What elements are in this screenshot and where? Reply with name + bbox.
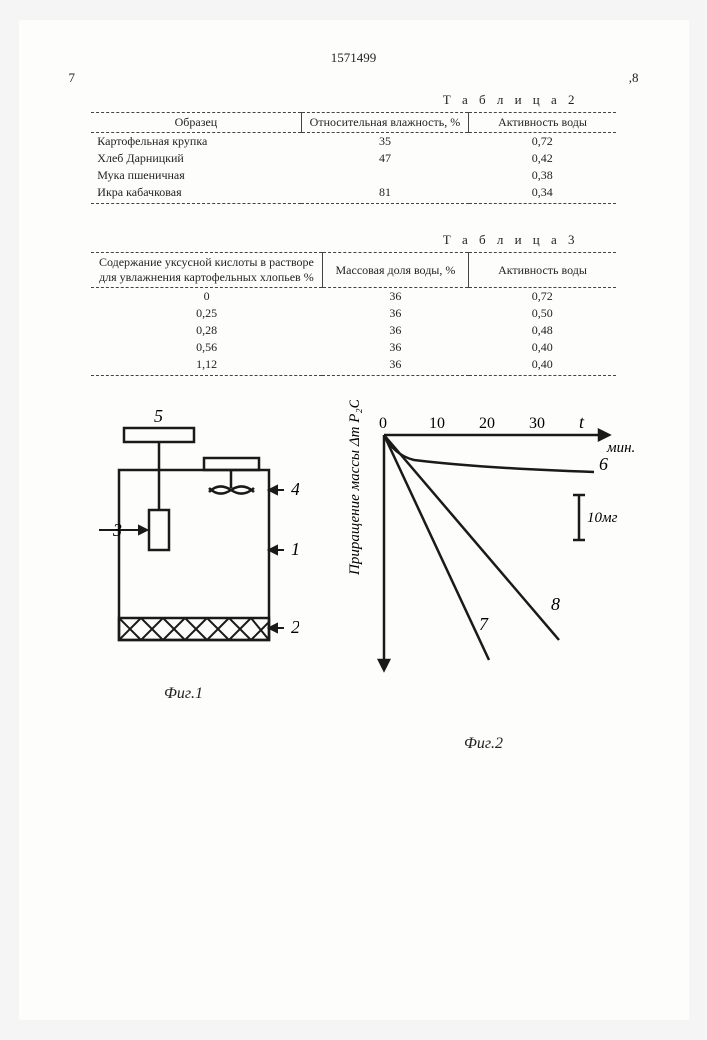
figure-1: 1 2 3 4 5 Фиг.1: [69, 400, 299, 753]
ylabel: Приращение массы Δm P₂O₅: [347, 400, 363, 576]
t3-c: 0,50: [469, 305, 616, 322]
t2-c: 0,38: [469, 167, 616, 184]
t3-c: 0: [91, 288, 322, 306]
corner-marks: 7 ,8: [69, 70, 639, 86]
t3-c: 0,40: [469, 356, 616, 376]
t3-c: 1,12: [91, 356, 322, 376]
t3-c: 0,28: [91, 322, 322, 339]
t3-c: 0,48: [469, 322, 616, 339]
xt1: 10: [429, 415, 445, 432]
t2-c: Мука пшеничная: [91, 167, 301, 184]
t3-h0: Содержание уксусной кислоты в растворе д…: [91, 253, 322, 288]
xt3: 30: [529, 415, 545, 432]
xunit: мин.: [606, 440, 635, 456]
table2-caption: Т а б л и ц а 2: [69, 92, 639, 108]
t2-c: Картофельная крупка: [91, 133, 301, 151]
t2-c: 47: [301, 150, 469, 167]
t2-h0: Образец: [91, 113, 301, 133]
t2-c: 0,42: [469, 150, 616, 167]
t2-c: Хлеб Дарницкий: [91, 150, 301, 167]
fig2-caption: Фиг.2: [329, 735, 639, 753]
fig1-label-4: 4: [291, 479, 299, 499]
t3-c: 36: [322, 288, 469, 306]
t3-h1: Массовая доля воды, %: [322, 253, 469, 288]
t3-c: 36: [322, 322, 469, 339]
xvar: t: [579, 412, 585, 432]
t3-c: 0,72: [469, 288, 616, 306]
table3-caption: Т а б л и ц а 3: [69, 232, 639, 248]
fig1-label-5: 5: [154, 406, 163, 426]
fig1-caption: Фиг.1: [69, 685, 299, 703]
c6: 6: [599, 454, 608, 474]
t2-c: Икра кабачковая: [91, 184, 301, 204]
fig1-label-2: 2: [291, 617, 299, 637]
t3-c: 0,25: [91, 305, 322, 322]
page: 1571499 7 ,8 Т а б л и ц а 2 Образец Отн…: [19, 20, 689, 1020]
c8: 8: [551, 594, 560, 614]
t3-c: 0,40: [469, 339, 616, 356]
table3: Содержание уксусной кислоты в растворе д…: [91, 252, 615, 376]
t2-c: 0,72: [469, 133, 616, 151]
t2-c: 0,34: [469, 184, 616, 204]
fig1-label-1: 1: [291, 539, 299, 559]
t3-c: 36: [322, 305, 469, 322]
fig1-label-3: 3: [112, 520, 122, 540]
fig2-svg: 0 10 20 30 t мин. Приращение массы Δm P₂…: [329, 400, 639, 720]
table2: Образец Относительная влажность, % Актив…: [91, 112, 615, 204]
t2-h2: Активность воды: [469, 113, 616, 133]
xt2: 20: [479, 415, 495, 432]
t3-c: 36: [322, 356, 469, 376]
t3-c: 36: [322, 339, 469, 356]
xt0: 0: [379, 415, 387, 432]
t2-c: 81: [301, 184, 469, 204]
doc-number: 1571499: [69, 50, 639, 66]
right-mark: ,8: [629, 70, 639, 86]
c7: 7: [479, 614, 489, 634]
t3-h2: Активность воды: [469, 253, 616, 288]
t2-c: [301, 167, 469, 184]
left-mark: 7: [69, 70, 76, 86]
fig1-svg: 1 2 3 4 5: [69, 400, 299, 680]
figure-2: 0 10 20 30 t мин. Приращение массы Δm P₂…: [329, 400, 639, 753]
t3-c: 0,56: [91, 339, 322, 356]
scalebar: 10мг: [587, 510, 618, 526]
t2-h1: Относительная влажность, %: [301, 113, 469, 133]
t2-c: 35: [301, 133, 469, 151]
